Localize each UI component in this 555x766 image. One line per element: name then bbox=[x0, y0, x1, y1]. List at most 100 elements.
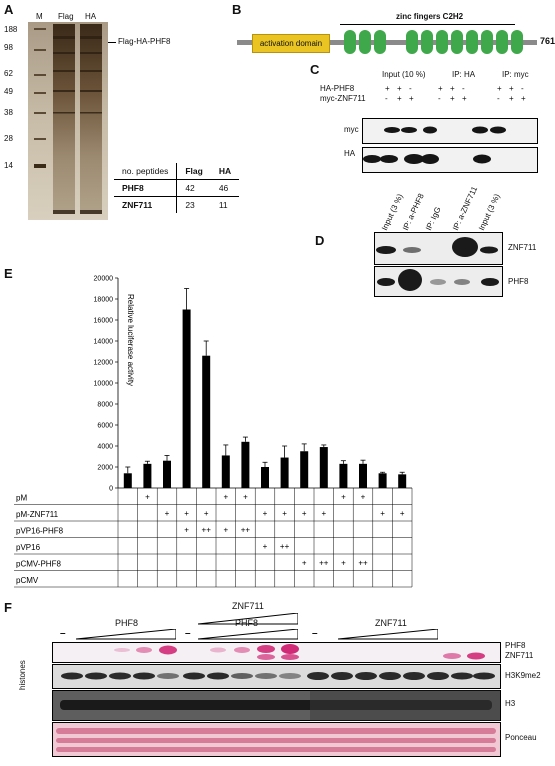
condition-label: pCMV bbox=[16, 576, 39, 585]
condition-cell: + bbox=[263, 509, 268, 518]
marker-28: 28 bbox=[4, 134, 13, 143]
zinc-finger-bracket bbox=[340, 24, 515, 25]
lane-label: IP: a-ZNF711 bbox=[451, 185, 480, 232]
zinc-finger-domain bbox=[466, 30, 478, 54]
condition-cell: + bbox=[341, 493, 346, 502]
marker-14: 14 bbox=[4, 161, 13, 170]
ip-sign: - bbox=[521, 84, 524, 93]
zinc-finger-label: zinc fingers C2H2 bbox=[396, 12, 464, 21]
condition-cell: + bbox=[223, 493, 228, 502]
bar bbox=[221, 455, 230, 488]
panel-d-letter: D bbox=[315, 233, 325, 248]
lane-label-ha: HA bbox=[85, 12, 97, 21]
y-tick-label: 10000 bbox=[94, 381, 114, 388]
bar bbox=[202, 355, 211, 488]
y-tick-label: 12000 bbox=[94, 360, 114, 367]
condition-cell: + bbox=[302, 509, 307, 518]
bar bbox=[359, 463, 367, 488]
znf711-label-2: ZNF711 bbox=[375, 618, 407, 628]
gradient-wedge-znf711-2 bbox=[338, 629, 438, 640]
ip-sign: - bbox=[462, 84, 465, 93]
peptide-row-protein: PHF8 bbox=[114, 179, 178, 197]
control-dash-1: – bbox=[60, 628, 66, 639]
y-tick-label: 0 bbox=[109, 486, 113, 493]
bar bbox=[280, 457, 289, 488]
zinc-finger-domain bbox=[511, 30, 523, 54]
panel-a-letter: A bbox=[4, 2, 14, 17]
panel-c-letter: C bbox=[310, 62, 320, 77]
peptide-row-ha: 46 bbox=[210, 179, 240, 197]
ip-sign: - bbox=[497, 94, 500, 103]
gradient-wedge-znf711-1 bbox=[198, 613, 298, 625]
blot-label-phf8: PHF8 bbox=[508, 277, 529, 286]
condition-cell: ++ bbox=[202, 526, 212, 535]
co-ip-blots bbox=[362, 118, 538, 173]
ip-sign: + bbox=[462, 94, 467, 103]
condition-cell: + bbox=[400, 509, 405, 518]
y-tick-label: 20000 bbox=[94, 276, 114, 283]
y-tick-label: 8000 bbox=[97, 402, 113, 409]
silver-stain-gel bbox=[28, 22, 108, 220]
condition-cell: + bbox=[263, 542, 268, 551]
condition-cell: + bbox=[321, 509, 326, 518]
histone-blots bbox=[52, 642, 501, 757]
ip-sign: - bbox=[409, 84, 412, 93]
ip-sign: + bbox=[385, 84, 390, 93]
zinc-finger-domain bbox=[451, 30, 463, 54]
marker-62: 62 bbox=[4, 69, 13, 78]
condition-cell: + bbox=[204, 509, 209, 518]
ip-sign: + bbox=[450, 84, 455, 93]
condition-cell: + bbox=[243, 493, 248, 502]
ip-sign: + bbox=[438, 84, 443, 93]
bar bbox=[339, 463, 348, 488]
blot-label-ha: HA bbox=[344, 149, 356, 158]
peptide-table-header: no. peptides bbox=[114, 163, 178, 180]
ip-sign: + bbox=[509, 84, 514, 93]
condition-table: pM + + + + +pM-ZNF711 + + + + + + + + +pVP16-PHF8 + ++ + +… bbox=[14, 488, 413, 588]
bar bbox=[300, 451, 309, 488]
ip-sign: + bbox=[397, 84, 402, 93]
panel-b-letter: B bbox=[232, 2, 242, 17]
bar-series bbox=[123, 288, 407, 488]
condition-label: pVP16 bbox=[16, 543, 41, 552]
condition-cell: ++ bbox=[358, 559, 368, 568]
ip-sign: + bbox=[509, 94, 514, 103]
bar bbox=[182, 309, 191, 488]
condition-cell: + bbox=[165, 509, 170, 518]
blot-label-h3k9me2: H3K9me2 bbox=[505, 671, 541, 680]
ip-sign: + bbox=[397, 94, 402, 103]
control-dash-2: – bbox=[185, 628, 191, 639]
zinc-finger-domain bbox=[496, 30, 508, 54]
gradient-wedge-phf8-1 bbox=[76, 629, 176, 640]
panel-e-letter: E bbox=[4, 266, 13, 281]
condition-cell: + bbox=[223, 526, 228, 535]
zinc-finger-domain bbox=[344, 30, 356, 54]
band-label-flag-ha-phf8: Flag-HA-PHF8 bbox=[118, 37, 171, 46]
activation-domain-label: activation domain bbox=[259, 39, 323, 48]
ip-sign: + bbox=[409, 94, 414, 103]
peptide-row-flag: 42 bbox=[176, 179, 211, 197]
ip-sign: - bbox=[385, 94, 388, 103]
marker-38: 38 bbox=[4, 108, 13, 117]
peptide-table-col-flag: Flag bbox=[176, 163, 211, 180]
y-tick-label: 18000 bbox=[94, 297, 114, 304]
y-axis-label: Relative luciferase activity bbox=[126, 294, 135, 386]
condition-cell: + bbox=[184, 509, 189, 518]
condition-label: pVP16-PHF8 bbox=[16, 527, 64, 536]
luciferase-bar-chart: 0 2000 4000 6000 8000 10000 12000 14000 16000 180… bbox=[14, 276, 413, 588]
bar bbox=[261, 467, 269, 488]
condition-label: pM-ZNF711 bbox=[16, 510, 59, 519]
peptide-row-protein: ZNF711 bbox=[114, 196, 178, 213]
blot-label-znf711: ZNF711 bbox=[508, 243, 537, 252]
condition-cell: + bbox=[380, 509, 385, 518]
y-tick-label: 6000 bbox=[97, 423, 113, 430]
gradient-wedge-phf8-2 bbox=[198, 629, 298, 640]
condition-cell: + bbox=[282, 509, 287, 518]
lane-label: Input (3 %) bbox=[477, 192, 502, 232]
zinc-finger-domain bbox=[421, 30, 433, 54]
zinc-finger-domain bbox=[481, 30, 493, 54]
bar bbox=[123, 473, 132, 488]
panel-f-letter: F bbox=[4, 600, 12, 615]
zinc-finger-domain bbox=[359, 30, 371, 54]
condition-cell: + bbox=[302, 559, 307, 568]
